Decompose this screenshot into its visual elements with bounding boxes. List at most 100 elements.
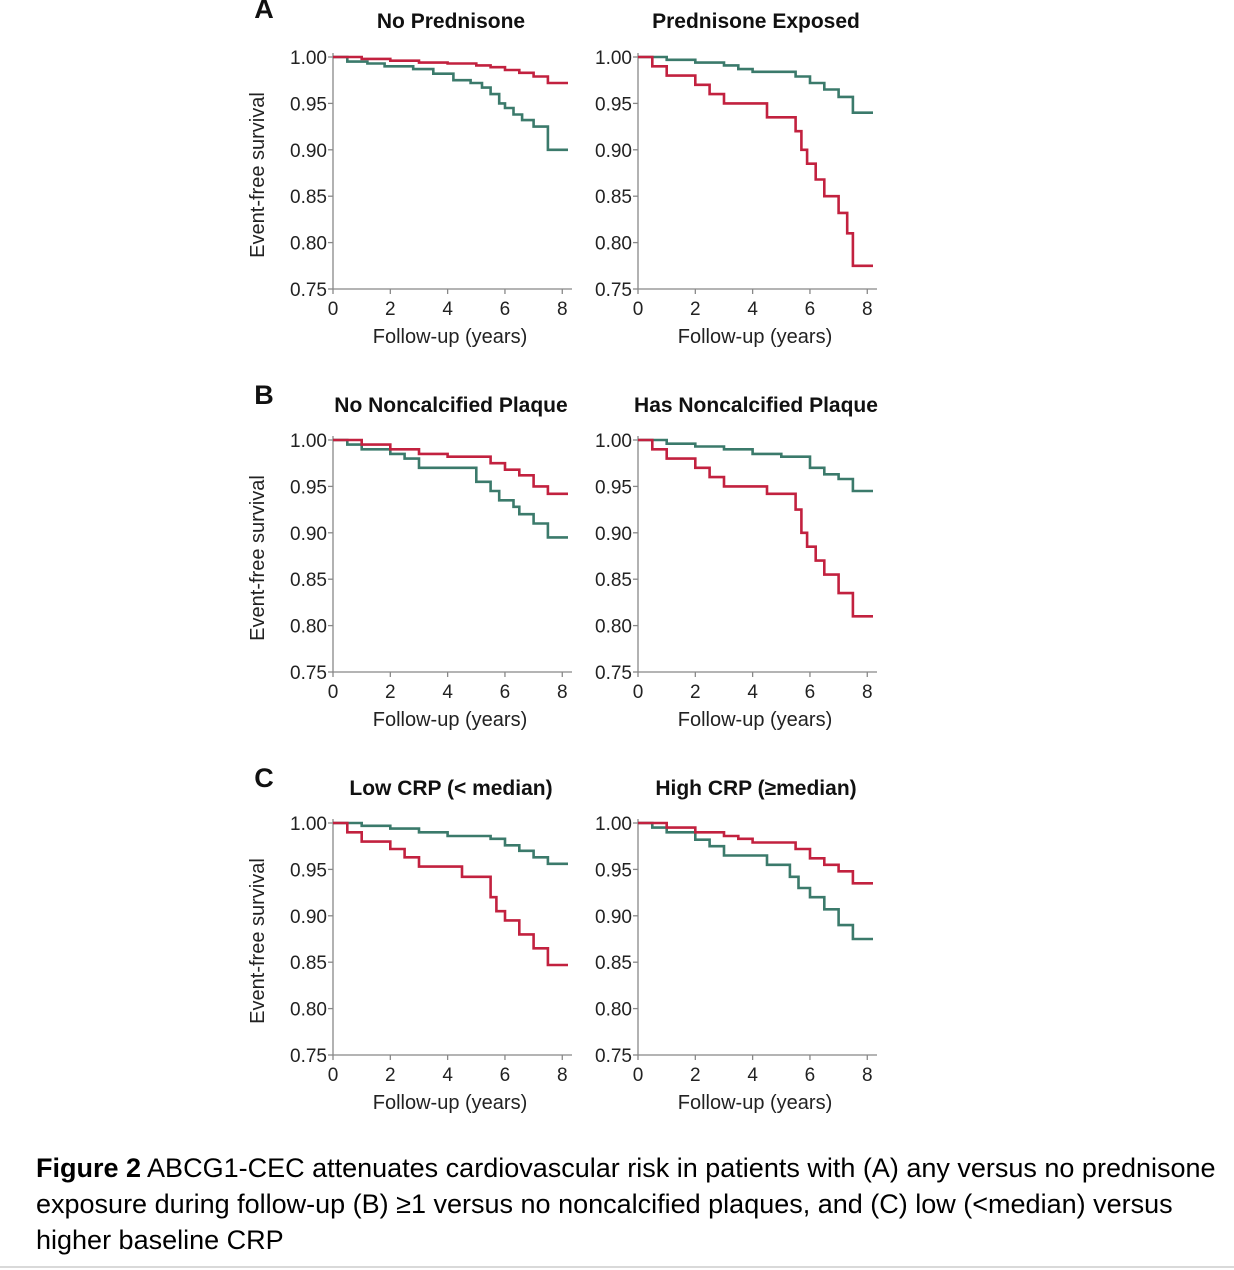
panel-1-y-tick-label: 0.75 [290, 280, 327, 301]
panel-1-y-tick-label: 0.85 [290, 187, 327, 208]
panel-1-y-tick-label: 1.00 [290, 48, 327, 69]
panel-6-x-tick-label: 6 [805, 1065, 816, 1086]
panel-1-x-tick-label: 6 [500, 299, 511, 320]
panel-3-x-tick-label: 2 [385, 682, 396, 703]
panel-6-series-red-line [638, 821, 873, 885]
panel-5-panel-letter: C [254, 763, 274, 793]
survival-figure: 0.75 0.80 0.85 0.90 0.95 1.00 0 2 4 6 8 Follow-up (… [247, 0, 878, 1114]
panel-5-x-tick-label: 4 [442, 1065, 453, 1086]
panel-3-x-tick-label: 0 [328, 682, 339, 703]
panel-1-y-tick-label: 0.95 [290, 94, 327, 115]
panel-4-x-axis-title: Follow-up (years) [678, 709, 832, 731]
panel-2-x-tick-label: 8 [862, 299, 873, 320]
panel-2-series-red-line [638, 55, 873, 268]
panel-5-x-tick-label: 6 [500, 1065, 511, 1086]
panel-1-series-teal-line [333, 55, 568, 152]
panel-6-x-tick-label: 8 [862, 1065, 873, 1086]
panel-2-x-tick-label: 0 [633, 299, 644, 320]
panel-6-series-teal-line [638, 821, 873, 941]
panel-3-panel-letter: B [254, 380, 274, 410]
panel-5-x-tick-label: 8 [557, 1065, 568, 1086]
panel-5-x-tick-label: 2 [385, 1065, 396, 1086]
figure-caption: Figure 2 ABCG1-CEC attenuates cardiovasc… [36, 1150, 1216, 1258]
panel-5-y-tick-label: 0.85 [290, 953, 327, 974]
panel-3-title: No Noncalcified Plaque [334, 394, 567, 417]
panel-3-y-tick-label: 0.95 [290, 477, 327, 498]
panel-4-series-red-line [638, 438, 873, 618]
panel-3-y-axis-title: Event-free survival [247, 475, 269, 641]
panel-4-x-tick-label: 8 [862, 682, 873, 703]
panel-3-y-tick-label: 0.75 [290, 663, 327, 684]
panel-5-y-tick-label: 0.95 [290, 860, 327, 881]
panel-4-y-tick-label: 1.00 [595, 431, 632, 452]
panel-1-x-tick-label: 0 [328, 299, 339, 320]
panel-3-x-tick-label: 6 [500, 682, 511, 703]
panel-4-title: Has Noncalcified Plaque [634, 394, 878, 417]
panel-6-y-tick-label: 1.00 [595, 814, 632, 835]
panel-1-x-tick-label: 4 [442, 299, 453, 320]
panel-2-x-tick-label: 4 [747, 299, 758, 320]
panel-4-y-tick-label: 0.85 [595, 570, 632, 591]
panel-1-y-axis-title: Event-free survival [247, 92, 269, 258]
panel-2-series-teal-line [638, 55, 873, 114]
panel-1-title: No Prednisone [377, 10, 525, 33]
panel-1-x-tick-label: 2 [385, 299, 396, 320]
panel-4-x-tick-label: 4 [747, 682, 758, 703]
panel-5-series-red-line [333, 821, 568, 967]
panel-3-x-axis-title: Follow-up (years) [373, 709, 527, 731]
panel-5-title: Low CRP (< median) [349, 777, 552, 800]
panel-5-y-tick-label: 1.00 [290, 814, 327, 835]
panel-2-y-tick-label: 0.95 [595, 94, 632, 115]
panel-1-x-tick-label: 8 [557, 299, 568, 320]
panel-4-y-tick-label: 0.80 [595, 617, 632, 638]
panel-1-y-tick-label: 0.90 [290, 141, 327, 162]
panel-4-x-tick-label: 2 [690, 682, 701, 703]
panel-5-y-tick-label: 0.90 [290, 907, 327, 928]
panel-3-y-tick-label: 0.85 [290, 570, 327, 591]
panel-2-y-tick-label: 0.75 [595, 280, 632, 301]
panel-1-panel-letter: A [254, 0, 274, 24]
panel-3-y-tick-label: 0.80 [290, 617, 327, 638]
figure-caption-text: ABCG1-CEC attenuates cardiovascular risk… [36, 1153, 1216, 1255]
panel-4-y-tick-label: 0.95 [595, 477, 632, 498]
panel-3-series-teal-line [333, 438, 568, 539]
panel-2-y-tick-label: 0.80 [595, 234, 632, 255]
panel-6-y-tick-label: 0.90 [595, 907, 632, 928]
panel-6-x-tick-label: 0 [633, 1065, 644, 1086]
panel-1-series-red-line [333, 55, 568, 85]
panel-1-x-axis-title: Follow-up (years) [373, 326, 527, 348]
panel-5-y-tick-label: 0.80 [290, 1000, 327, 1021]
panel-2-y-tick-label: 0.85 [595, 187, 632, 208]
panel-2-x-axis-title: Follow-up (years) [678, 326, 832, 348]
figure-caption-label: Figure 2 [36, 1153, 142, 1183]
panel-1-y-tick-label: 0.80 [290, 234, 327, 255]
panel-6-y-tick-label: 0.75 [595, 1046, 632, 1067]
panel-3-x-tick-label: 4 [442, 682, 453, 703]
panel-3-y-tick-label: 1.00 [290, 431, 327, 452]
panel-4-y-tick-label: 0.90 [595, 524, 632, 545]
panel-4-y-tick-label: 0.75 [595, 663, 632, 684]
panel-4-x-tick-label: 0 [633, 682, 644, 703]
panel-6-y-tick-label: 0.80 [595, 1000, 632, 1021]
panel-6-x-tick-label: 2 [690, 1065, 701, 1086]
panel-2-x-tick-label: 2 [690, 299, 701, 320]
panel-3-series-red-line [333, 438, 568, 496]
panel-5-series-teal-line [333, 821, 568, 866]
panel-2-y-tick-label: 0.90 [595, 141, 632, 162]
panel-2-y-tick-label: 1.00 [595, 48, 632, 69]
panel-5-x-tick-label: 0 [328, 1065, 339, 1086]
panel-6-x-axis-title: Follow-up (years) [678, 1092, 832, 1114]
panel-2-title: Prednisone Exposed [652, 10, 860, 33]
panel-2-x-tick-label: 6 [805, 299, 816, 320]
panel-6-y-tick-label: 0.95 [595, 860, 632, 881]
panel-6-y-tick-label: 0.85 [595, 953, 632, 974]
panel-5-y-tick-label: 0.75 [290, 1046, 327, 1067]
panel-3-y-tick-label: 0.90 [290, 524, 327, 545]
panel-3-x-tick-label: 8 [557, 682, 568, 703]
panel-5-x-axis-title: Follow-up (years) [373, 1092, 527, 1114]
panel-6-title: High CRP (≥median) [655, 777, 856, 800]
panel-6-x-tick-label: 4 [747, 1065, 758, 1086]
divider [0, 1266, 1234, 1268]
panel-4-x-tick-label: 6 [805, 682, 816, 703]
panel-5-y-axis-title: Event-free survival [247, 858, 269, 1024]
